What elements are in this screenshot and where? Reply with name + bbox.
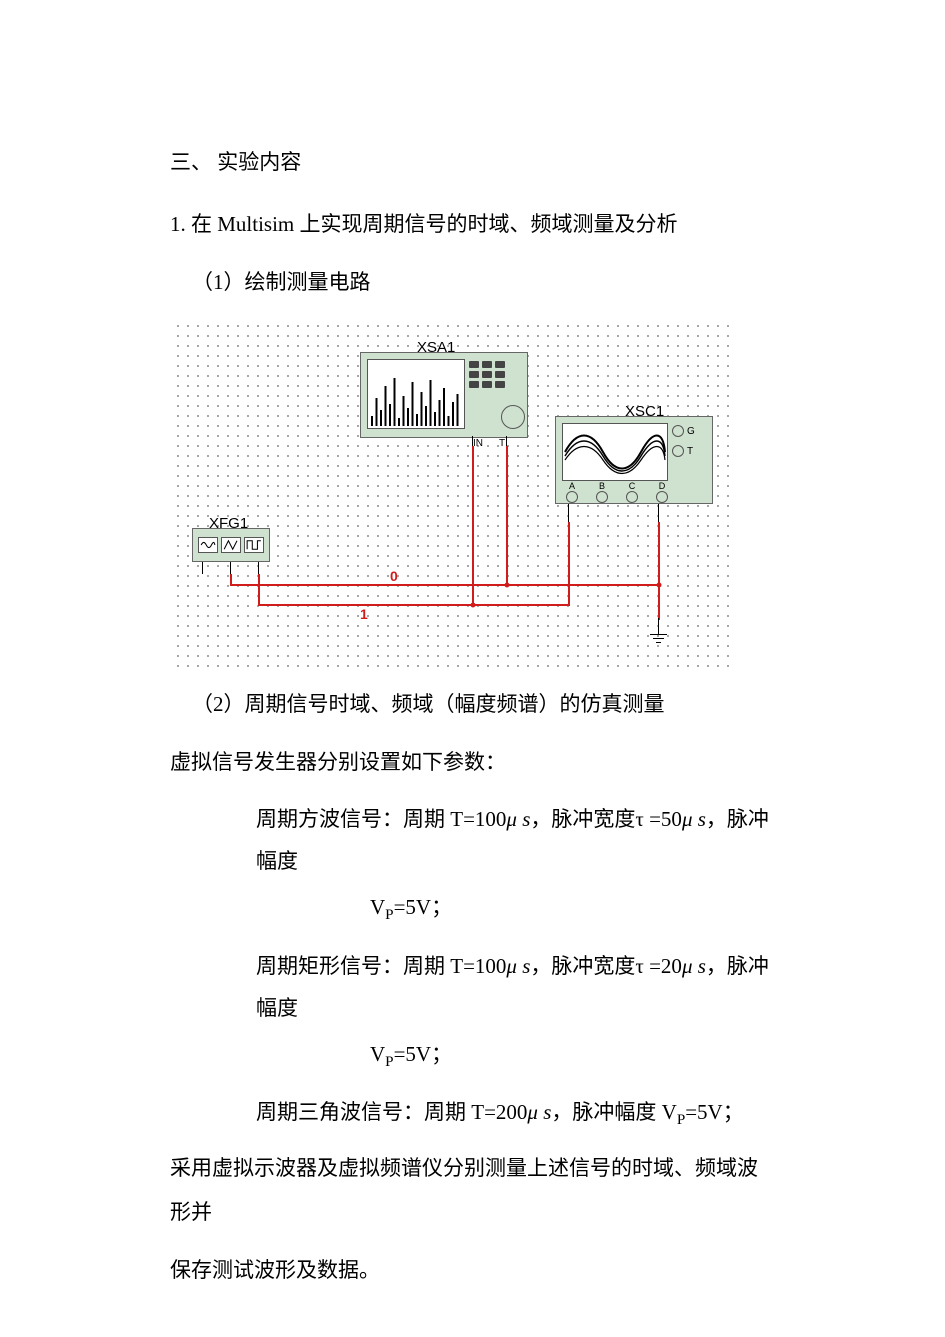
xsa-pin-in <box>472 436 473 446</box>
spectrum-analyzer: IN T <box>360 352 528 438</box>
xsc-channels: A B C D <box>562 481 672 501</box>
oscilloscope: G T A B C D <box>555 416 713 504</box>
text: ，脉冲幅度 V <box>551 1100 676 1124</box>
side-term-g: G <box>687 426 695 437</box>
signal-square: 周期方波信号：周期 T=100μ s，脉冲宽度τ =50μ s，脉冲幅度 <box>256 798 775 882</box>
unit: μ s <box>682 954 706 978</box>
wire <box>658 584 660 620</box>
section-heading: 三、 实验内容 <box>170 140 775 184</box>
wire <box>568 522 570 606</box>
xsa-keypad <box>469 361 523 429</box>
xsc-pin-d <box>658 504 659 522</box>
step-2: （2）周期信号时域、频域（幅度频谱）的仿真测量 <box>170 682 775 726</box>
net-0-label: 0 <box>390 568 398 584</box>
t-port-label: T <box>499 433 505 454</box>
wire <box>658 522 660 586</box>
text: =5V； <box>685 1100 744 1124</box>
side-term-t: T <box>687 446 693 457</box>
in-port-label: IN <box>473 433 483 454</box>
triangle-icon <box>221 537 241 553</box>
unit: μ s <box>527 1100 551 1124</box>
signal-rect: 周期矩形信号：周期 T=100μ s，脉冲宽度τ =20μ s，脉冲幅度 <box>256 945 775 1029</box>
function-generator <box>192 528 270 562</box>
wire <box>230 574 232 584</box>
wire <box>258 604 570 606</box>
text: 周期矩形信号：周期 T=100 <box>256 954 506 978</box>
text: 周期方波信号：周期 T=100 <box>256 807 506 831</box>
xsa-screen <box>367 359 465 429</box>
unit: μ s <box>682 807 706 831</box>
unit: μ s <box>506 807 530 831</box>
ch-c: C <box>622 481 642 491</box>
ch-b: B <box>592 481 612 491</box>
conclusion-2: 保存测试波形及数据。 <box>170 1248 775 1292</box>
xsa-pin-t <box>506 436 507 446</box>
conclusion-1: 采用虚拟示波器及虚拟频谱仪分别测量上述信号的时域、频域波形并 <box>170 1146 775 1234</box>
net-1-label: 1 <box>360 606 368 622</box>
ch-d: D <box>652 481 672 491</box>
xsc-pin-a <box>568 504 569 522</box>
vp-square: VP=5V； <box>170 886 775 930</box>
text: 周期三角波信号：周期 T=200 <box>256 1100 527 1124</box>
spectrum-bars-icon <box>368 360 464 428</box>
wire <box>506 446 508 586</box>
generator-intro: 虚拟信号发生器分别设置如下参数： <box>170 740 775 784</box>
ch-a: A <box>562 481 582 491</box>
xsc-screen <box>562 423 668 481</box>
vp-rect: VP=5V； <box>170 1033 775 1077</box>
signal-triangle: 周期三角波信号：周期 T=200μ s，脉冲幅度 VP=5V； <box>256 1091 775 1135</box>
wire-junction <box>657 583 662 588</box>
text: ，脉冲宽度τ =50 <box>530 807 682 831</box>
text: ，脉冲宽度τ =20 <box>530 954 682 978</box>
scope-waves-icon <box>563 424 667 480</box>
circuit-figure: XSA1 IN T XSC1 <box>170 318 736 668</box>
unit: μ s <box>506 954 530 978</box>
square-icon <box>244 537 264 553</box>
wire-junction <box>505 583 510 588</box>
item-1: 1. 在 Multisim 上实现周期信号的时域、频域测量及分析 <box>170 202 775 246</box>
xsc-side-terminals: G T <box>672 425 708 481</box>
wire <box>258 574 260 604</box>
sine-icon <box>198 537 218 553</box>
wire <box>472 446 474 606</box>
step-1: （1）绘制测量电路 <box>170 260 775 304</box>
wire <box>230 584 660 586</box>
dial-icon <box>501 405 525 429</box>
wire-junction <box>471 603 476 608</box>
